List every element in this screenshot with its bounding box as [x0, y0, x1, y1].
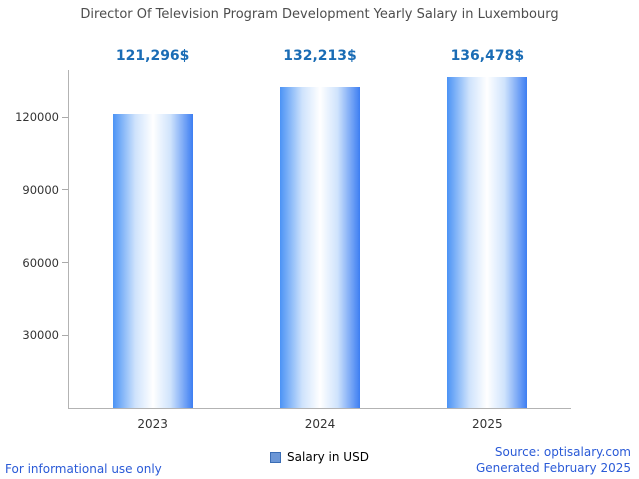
y-tick-label: 60000: [22, 255, 59, 270]
disclaimer-text: For informational use only: [5, 462, 162, 476]
plot-area: 121,296$ 2023 132,213$ 2024 136,478$ 2025 3000…: [15, 48, 571, 431]
bar-column-2025: 136,478$ 2025: [404, 48, 571, 431]
y-tick-mark: [62, 189, 68, 191]
bar-column-2024: 132,213$ 2024: [236, 48, 403, 431]
y-tick-label: 120000: [15, 110, 59, 125]
chart-title: Director Of Television Program Developme…: [80, 7, 559, 22]
y-tick-label: 30000: [22, 328, 59, 343]
generated-date: Generated February 2025: [475, 461, 631, 475]
x-tick-label: 2023: [137, 417, 168, 431]
bar-column-2023: 121,296$ 2023: [69, 48, 236, 431]
y-tick-mark: [62, 262, 68, 264]
y-tick-mark: [62, 334, 68, 336]
legend-swatch-icon: [270, 451, 282, 463]
value-label: 121,296$: [115, 48, 190, 64]
source-link[interactable]: Source: optisalary.com: [494, 445, 631, 459]
legend: Salary in USD: [0, 450, 639, 464]
source-info: Source: optisalary.com Generated Februar…: [476, 444, 631, 476]
legend-label: Salary in USD: [287, 450, 369, 464]
y-tick-mark: [62, 116, 68, 118]
bar-2025[interactable]: [447, 77, 528, 408]
x-tick-label: 2024: [304, 417, 336, 431]
bar-2023[interactable]: [112, 113, 193, 408]
y-tick-label: 90000: [22, 182, 59, 197]
value-label: 136,478$: [450, 48, 525, 64]
value-label: 132,213$: [283, 48, 357, 64]
x-tick-label: 2025: [472, 417, 503, 431]
bar-2024[interactable]: [279, 87, 360, 408]
